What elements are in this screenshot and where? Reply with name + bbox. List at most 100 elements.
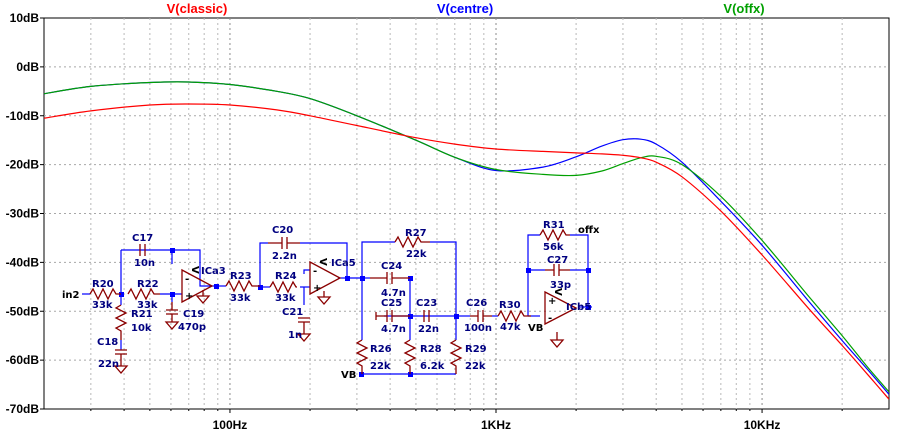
capacitor-c21	[298, 317, 310, 334]
label-r27: R27	[405, 228, 427, 239]
svg-text:V: V	[317, 258, 328, 266]
capacitor-c17	[139, 244, 146, 256]
label-r30-val: 47k	[500, 322, 521, 333]
resistor-r23	[225, 279, 260, 293]
svg-text:V: V	[552, 288, 563, 296]
resistor-r31	[539, 228, 570, 242]
legend: V(classic) V(centre) V(offx)	[167, 1, 765, 16]
x-axis: 100Hz 1KHz 10KHz	[90, 409, 843, 432]
label-c21-val: 1n	[288, 330, 302, 341]
capacitor-c26	[470, 310, 492, 322]
label-c24: C24	[381, 261, 402, 272]
label-c17: C17	[132, 233, 153, 244]
y-tick-label: -10dB	[6, 109, 40, 123]
label-c20: C20	[272, 225, 293, 236]
resistor-r30	[497, 309, 531, 323]
label-c19: C19	[183, 309, 204, 320]
label-r29: R29	[465, 344, 487, 355]
label-c27: C27	[547, 255, 568, 266]
label-c23-val: 22n	[418, 324, 439, 335]
label-vb-1: VB	[341, 370, 356, 381]
label-c19-val: 470p	[178, 322, 206, 333]
svg-text:+: +	[548, 296, 556, 307]
capacitor-c20	[268, 237, 300, 249]
label-icb5: ICb5	[566, 302, 591, 313]
label-c18-val: 22n	[98, 359, 119, 370]
resistor-r21	[114, 304, 128, 340]
label-r22: R22	[137, 279, 159, 290]
svg-text:V: V	[189, 266, 200, 274]
svg-text:+: +	[185, 291, 193, 302]
label-r20: R20	[92, 279, 114, 290]
label-r26: R26	[370, 344, 392, 355]
resistor-r27	[394, 235, 430, 249]
label-r21: R21	[131, 309, 153, 320]
y-tick-label: 10dB	[10, 11, 40, 25]
x-tick-label: 1KHz	[481, 418, 511, 432]
y-tick-label: -50dB	[6, 304, 40, 318]
label-c26: C26	[466, 298, 487, 309]
capacitor-c27	[545, 264, 570, 276]
component-labels: R20 33k in2 C17 10n R22 33k R21 10k C18 …	[62, 220, 600, 381]
resistor-r24	[269, 280, 297, 294]
capacitor-c23	[423, 310, 430, 322]
opamp-ica5	[309, 260, 342, 296]
label-c18: C18	[97, 337, 118, 348]
opamp-ica3	[181, 268, 214, 304]
series-line-voffx	[44, 81, 889, 393]
opamps: - + - + + - V V V	[181, 258, 578, 326]
y-tick-label: -60dB	[6, 353, 40, 367]
label-r28: R28	[420, 344, 442, 355]
label-r30: R30	[499, 300, 521, 311]
resistor-r22	[127, 287, 160, 301]
y-tick-label: -20dB	[6, 158, 40, 172]
resistor-r28	[403, 339, 417, 374]
label-c25-val: 4.7n	[381, 324, 406, 335]
legend-offx: V(offx)	[723, 1, 764, 16]
svg-text:-: -	[548, 313, 552, 324]
label-r28-val: 6.2k	[420, 361, 445, 372]
x-tick-label: 10KHz	[744, 418, 781, 432]
label-ica5: ICa5	[331, 258, 356, 269]
label-c20-val: 2.2n	[272, 251, 297, 262]
schematic: - + - + + - V V V R20 33k in2 C17 10n R2…	[62, 220, 600, 381]
legend-classic: V(classic)	[167, 1, 228, 16]
resistor-r29	[449, 339, 463, 374]
svg-text:+: +	[313, 283, 321, 294]
x-tick-label: 100Hz	[213, 418, 248, 432]
label-r23: R23	[230, 271, 252, 282]
resistor-r20	[89, 287, 121, 301]
label-r24: R24	[275, 271, 297, 282]
label-r22-val: 33k	[137, 300, 158, 311]
y-axis: 10dB 0dB -10dB -20dB -30dB -40dB -50dB -60dB -70…	[6, 11, 44, 416]
y-tick-label: -70dB	[6, 402, 40, 416]
y-tick-label: -30dB	[6, 207, 40, 221]
capacitor-c18	[115, 349, 127, 366]
label-r21-val: 10k	[131, 323, 152, 334]
label-c23: C23	[416, 298, 437, 309]
label-c17-val: 10n	[134, 258, 155, 269]
capacitor-c19	[166, 302, 178, 322]
capacitor-c24	[370, 272, 410, 284]
capacitor-c25	[376, 310, 410, 322]
label-r31: R31	[543, 220, 565, 231]
label-r31-val: 56k	[543, 242, 564, 253]
y-tick-label: -40dB	[6, 255, 40, 269]
y-tick-label: 0dB	[16, 60, 39, 74]
resistors	[89, 228, 570, 374]
label-ica3: ICa3	[201, 266, 226, 277]
capacitors	[115, 237, 570, 366]
label-r26-val: 22k	[370, 361, 391, 372]
series-line-vclassic	[44, 103, 889, 400]
legend-centre: V(centre)	[437, 1, 493, 16]
label-r29-val: 22k	[465, 361, 486, 372]
junctions	[119, 248, 591, 377]
label-r27-val: 22k	[406, 249, 427, 260]
label-r23-val: 33k	[230, 293, 251, 304]
label-in2: in2	[62, 290, 80, 301]
label-r20-val: 33k	[92, 300, 113, 311]
series-lines	[44, 81, 889, 400]
label-c21: C21	[282, 307, 303, 318]
